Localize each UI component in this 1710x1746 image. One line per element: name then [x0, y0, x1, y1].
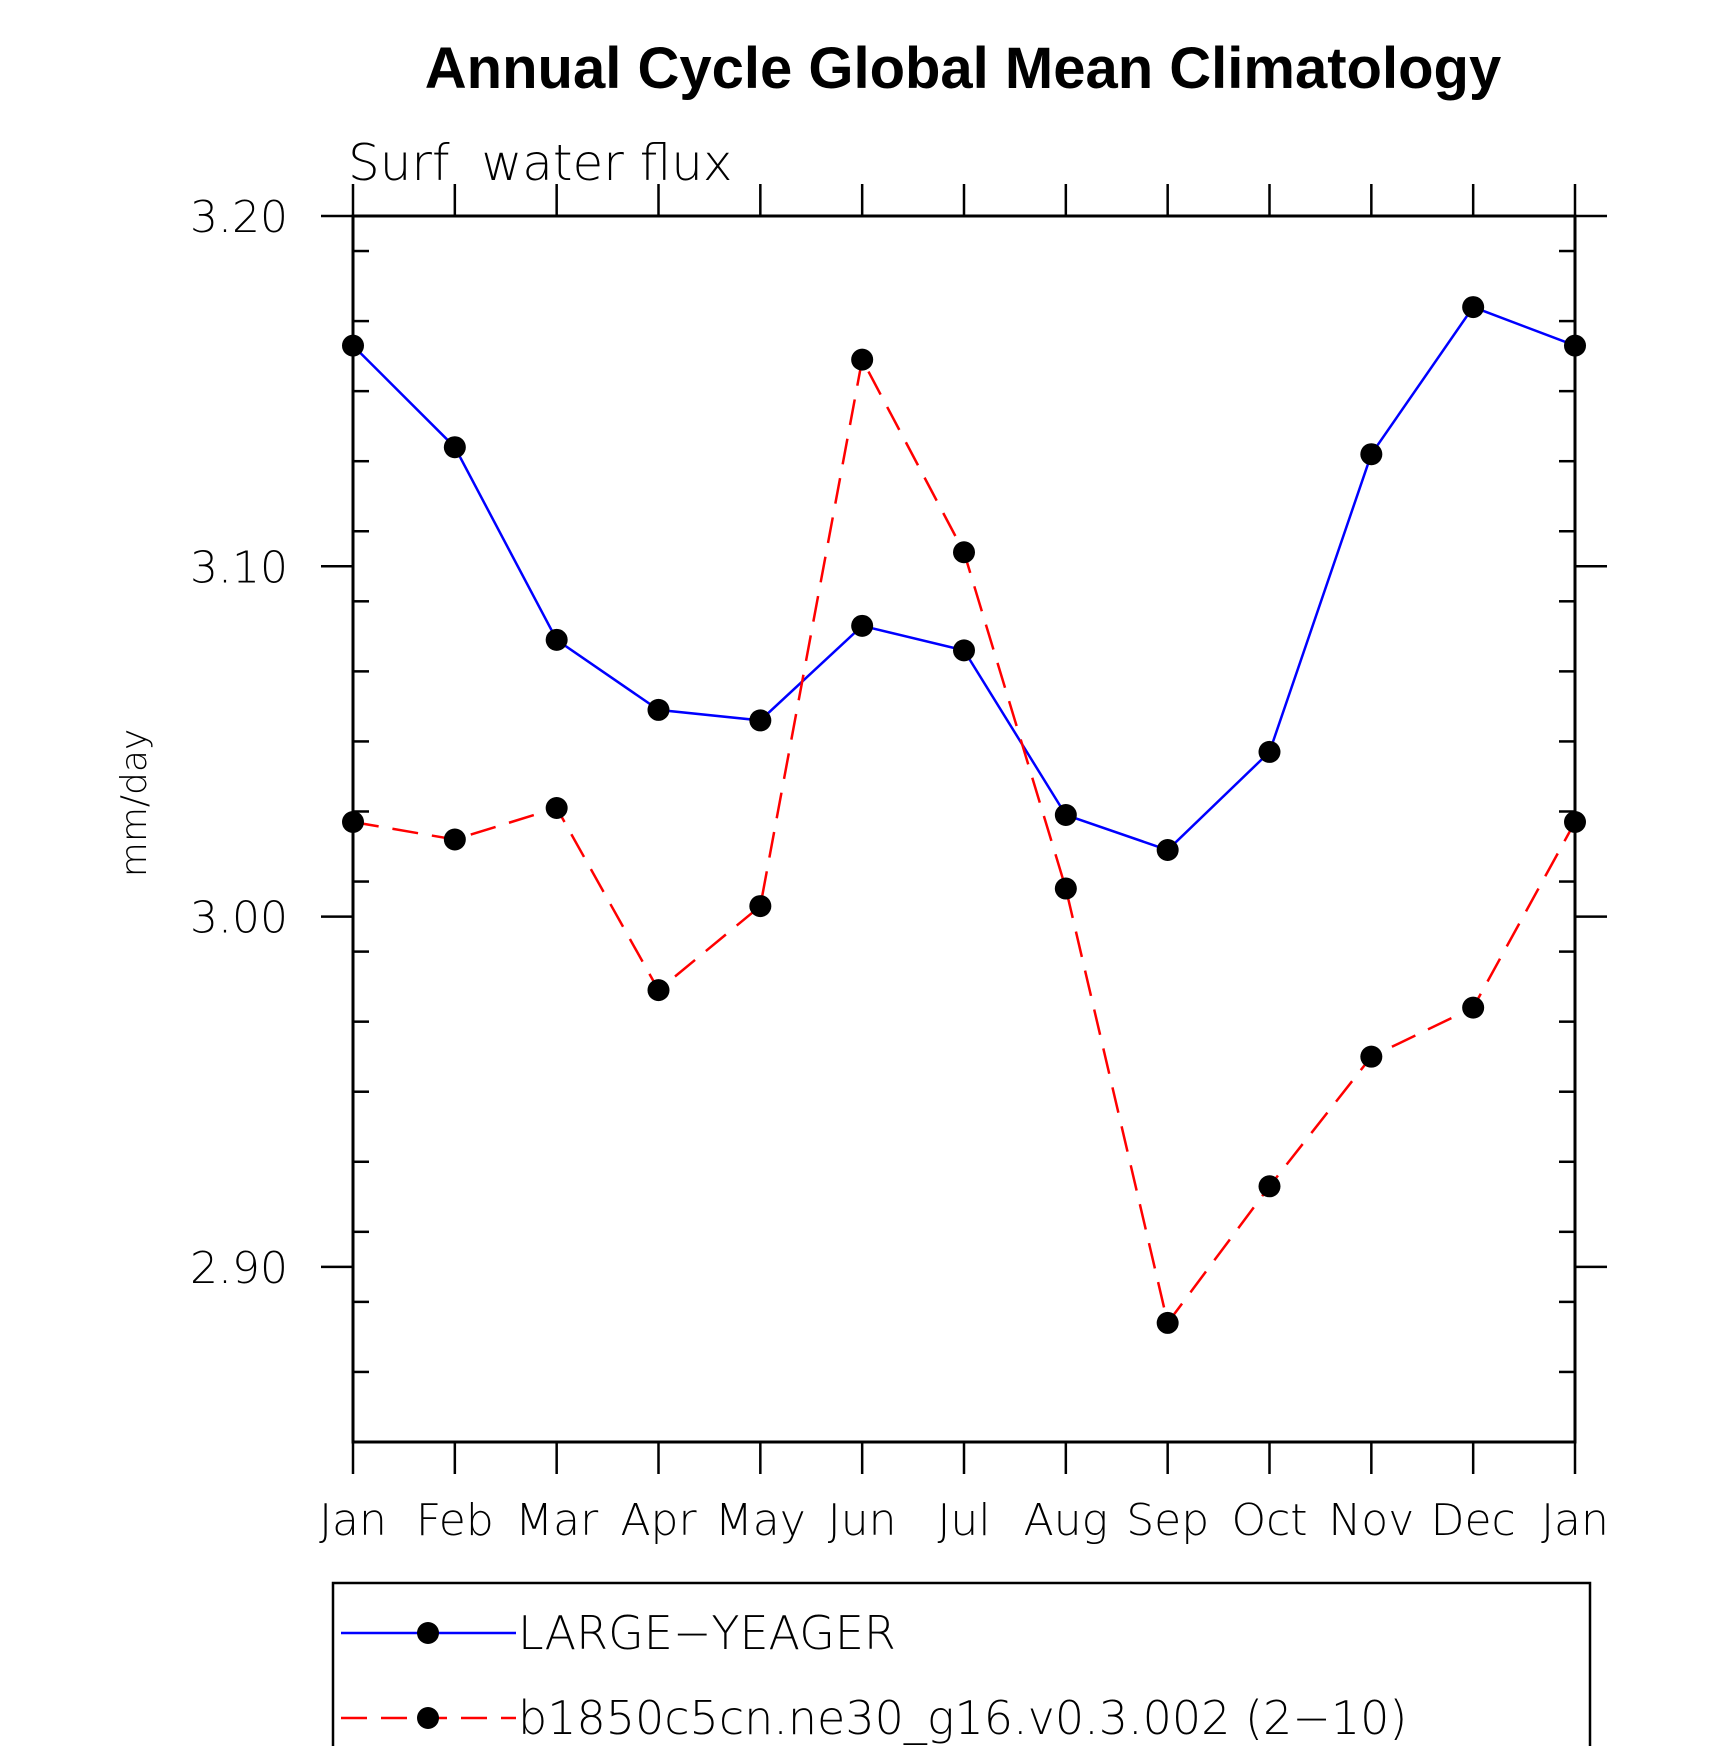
x-tick-label: Apr — [620, 1495, 697, 1546]
series-layer — [342, 296, 1586, 1334]
y-axis-label: mm/day — [114, 729, 155, 877]
data-point — [1156, 1311, 1179, 1334]
x-tick-label: Nov — [1328, 1495, 1414, 1546]
legend-swatch-marker — [417, 1622, 439, 1644]
x-tick-label: Jan — [1541, 1495, 1609, 1546]
chart-title: Annual Cycle Global Mean Climatology — [425, 36, 1501, 101]
legend: LARGE−YEAGER b1850c5cn.ne30_g16.v0.3.002 … — [331, 1581, 1592, 1746]
legend-swatch-marker — [417, 1707, 439, 1729]
legend-box — [331, 1581, 1592, 1746]
data-point — [851, 614, 874, 637]
series-line — [352, 355, 1577, 1326]
series-line — [352, 305, 1576, 852]
x-tick-label: Oct — [1231, 1495, 1307, 1546]
y-tick-label: 3.10 — [190, 542, 288, 593]
x-tick-label: May — [715, 1495, 806, 1546]
data-point — [545, 628, 568, 651]
data-point — [647, 979, 670, 1002]
x-tick-label: Aug — [1024, 1495, 1108, 1546]
data-point — [851, 348, 874, 371]
data-point — [342, 334, 364, 357]
axes: Jan Feb Mar Apr May Jun Jul Aug Sep Oct Nov Dec Jan 2… — [190, 184, 1609, 1546]
x-tick-label: Feb — [416, 1495, 494, 1546]
data-point — [1258, 1175, 1281, 1198]
legend-label: b1850c5cn.ne30_g16.v0.3.002 (2−10) — [518, 1691, 1407, 1745]
data-point — [1054, 877, 1077, 900]
data-point — [953, 639, 975, 662]
data-point — [1564, 810, 1586, 833]
y-tick-label: 3.00 — [190, 893, 288, 944]
legend-label: LARGE−YEAGER — [518, 1606, 896, 1660]
x-tick-label: Sep — [1126, 1495, 1209, 1546]
data-point — [1564, 334, 1586, 357]
data-point — [1360, 443, 1383, 466]
data-point — [647, 698, 670, 721]
data-point — [1360, 1045, 1383, 1068]
data-point — [545, 796, 568, 819]
x-tick-label: Jan — [319, 1495, 387, 1546]
x-tick-label: Jun — [828, 1495, 897, 1546]
data-point — [342, 810, 364, 833]
data-point — [749, 895, 772, 918]
data-point — [1258, 740, 1281, 763]
plot-frame — [351, 214, 1577, 1444]
x-tick-label: Jul — [937, 1495, 990, 1546]
data-point — [953, 541, 975, 564]
x-tick-label: Dec — [1431, 1495, 1516, 1546]
data-point — [1054, 803, 1077, 826]
data-point — [1462, 296, 1485, 319]
chart-subtitle: Surf water flux — [348, 134, 733, 192]
series-2 — [342, 348, 1586, 1334]
data-point — [1156, 839, 1179, 862]
data-point — [443, 828, 466, 851]
data-point — [749, 709, 772, 732]
y-tick-label: 2.90 — [190, 1243, 288, 1294]
y-tick-label: 3.20 — [190, 192, 288, 243]
series-1 — [342, 296, 1586, 862]
data-point — [1462, 996, 1485, 1019]
x-tick-label: Mar — [515, 1495, 599, 1546]
data-point — [443, 436, 466, 459]
